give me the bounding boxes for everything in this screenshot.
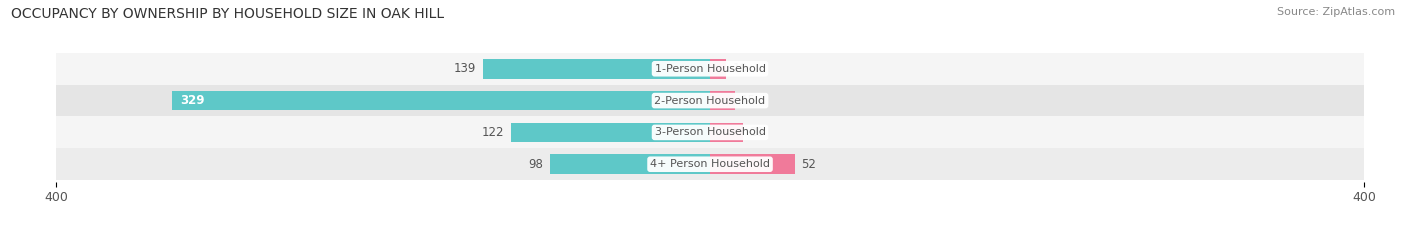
Text: 10: 10 [733,62,748,75]
Text: 329: 329 [180,94,205,107]
Bar [710,123,742,142]
Bar [56,85,1364,116]
Bar [56,53,1364,85]
Bar [56,116,1364,148]
Bar [56,148,1364,180]
Bar [550,154,710,174]
Bar [173,91,710,110]
Text: OCCUPANCY BY OWNERSHIP BY HOUSEHOLD SIZE IN OAK HILL: OCCUPANCY BY OWNERSHIP BY HOUSEHOLD SIZE… [11,7,444,21]
Bar [710,154,794,174]
Bar [482,59,710,79]
Text: 52: 52 [801,158,817,171]
Text: 4+ Person Household: 4+ Person Household [650,159,770,169]
Text: 139: 139 [454,62,477,75]
Bar [510,123,710,142]
Text: Source: ZipAtlas.com: Source: ZipAtlas.com [1277,7,1395,17]
Bar [710,91,734,110]
Text: 15: 15 [741,94,756,107]
Text: 122: 122 [482,126,505,139]
Text: 20: 20 [749,126,763,139]
Bar [710,59,727,79]
Text: 98: 98 [529,158,543,171]
Text: 3-Person Household: 3-Person Household [655,127,765,137]
Text: 2-Person Household: 2-Person Household [654,96,766,106]
Text: 1-Person Household: 1-Person Household [655,64,765,74]
